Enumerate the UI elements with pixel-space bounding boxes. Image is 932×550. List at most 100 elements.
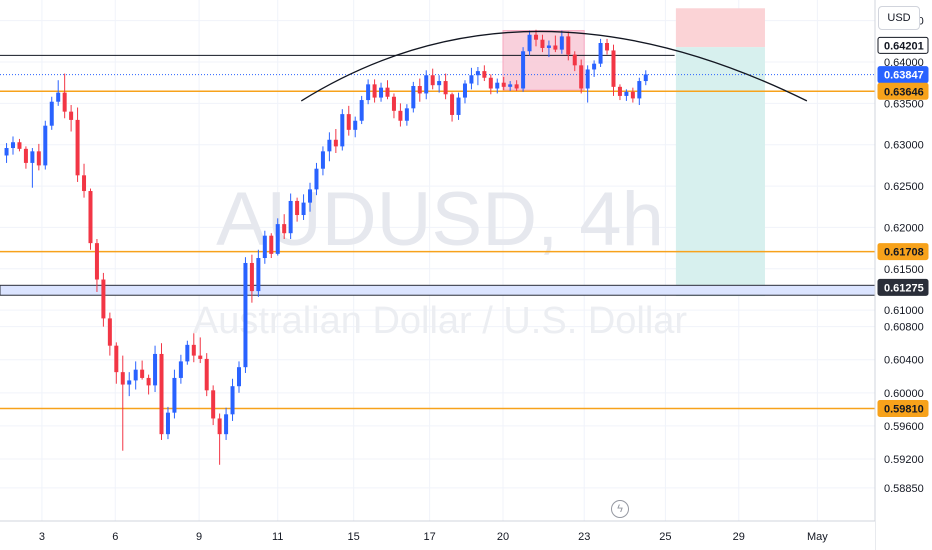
candle <box>185 340 190 365</box>
candle-body <box>288 200 293 234</box>
time-tick-label: 9 <box>196 531 202 543</box>
candle-body <box>630 91 635 99</box>
candle-body <box>372 84 377 98</box>
candle-body <box>579 65 584 89</box>
candle-body <box>643 74 648 82</box>
candle-body <box>120 372 125 385</box>
candle-body <box>514 84 519 89</box>
price-label-badge: 0.61708 <box>877 243 929 261</box>
candle <box>605 38 610 55</box>
time-tick-label: 29 <box>733 531 745 543</box>
candle-body <box>301 202 306 216</box>
price-tick-label: 0.60000 <box>884 388 924 400</box>
candle <box>456 92 461 120</box>
candle <box>94 238 99 292</box>
candle <box>559 30 564 54</box>
candle <box>424 70 429 100</box>
watermark-description: Australian Dollar / U.S. Dollar <box>193 300 688 342</box>
candle <box>127 372 132 397</box>
candle <box>333 129 338 153</box>
candle <box>43 120 48 170</box>
candle-body <box>566 36 571 55</box>
candle <box>482 65 487 82</box>
candle-body <box>585 69 590 89</box>
candle <box>417 78 422 102</box>
time-tick-label: May <box>807 531 828 543</box>
price-badge-text: 0.61275 <box>884 282 924 294</box>
candle-body <box>559 36 564 50</box>
candle <box>49 96 54 130</box>
candle <box>585 65 590 103</box>
rounding-top-arc <box>300 30 808 102</box>
price-badge-bg <box>877 278 929 296</box>
candle-body <box>36 151 41 166</box>
candle <box>11 136 16 155</box>
candle <box>256 249 261 297</box>
time-tick-label: 25 <box>659 531 671 543</box>
candle-body <box>359 100 364 121</box>
time-axis[interactable]: 3 6 9 11 15 17 20 23 25 29 May <box>0 520 875 550</box>
candle <box>107 312 112 356</box>
candle-body <box>527 34 532 52</box>
candle-body <box>62 92 67 112</box>
candle-body <box>314 168 319 190</box>
candle-body <box>236 367 241 387</box>
candle-body <box>198 355 203 359</box>
candle <box>69 105 74 132</box>
candle <box>282 214 287 239</box>
candle <box>198 337 203 364</box>
candle-body <box>101 279 106 319</box>
candle <box>165 406 170 440</box>
candle-body <box>534 34 539 40</box>
candle <box>598 38 603 67</box>
candle <box>546 40 551 58</box>
time-tick-label: 15 <box>348 531 360 543</box>
candle-body <box>11 142 16 149</box>
candle <box>295 197 300 222</box>
candle <box>353 116 358 138</box>
candle <box>617 84 622 101</box>
candle <box>17 138 22 152</box>
candle <box>462 80 467 104</box>
candle-body <box>417 86 422 94</box>
currency-button[interactable]: USD <box>878 6 920 30</box>
candle <box>236 361 241 393</box>
candle-body <box>69 111 74 120</box>
time-tick-label: 6 <box>112 531 118 543</box>
price-axis[interactable]: 0.645000.640000.635000.630000.625000.620… <box>874 0 932 550</box>
price-badge-bg <box>877 82 929 100</box>
candle-body <box>404 108 409 121</box>
candle-body <box>617 86 622 96</box>
candle <box>450 92 455 122</box>
candle-body <box>230 386 235 415</box>
candle-body <box>379 87 384 98</box>
candle-body <box>191 344 196 356</box>
candle-body <box>637 81 642 99</box>
candle-body <box>30 151 35 163</box>
candle-body <box>88 191 93 244</box>
candle <box>411 81 416 113</box>
candle-body <box>366 84 371 101</box>
candle-body <box>553 45 558 50</box>
candle <box>230 378 235 421</box>
candle-body <box>333 139 338 147</box>
price-tick-label: 0.60800 <box>884 322 924 334</box>
candle <box>146 374 151 395</box>
candle <box>275 218 280 256</box>
price-tick-label: 0.62000 <box>884 222 924 234</box>
candle-body <box>424 75 429 94</box>
candle-body <box>450 94 455 115</box>
candle <box>269 233 274 259</box>
candle-body <box>327 139 332 152</box>
candle <box>340 109 345 151</box>
candle <box>120 355 125 451</box>
candle <box>153 345 158 392</box>
candle-body <box>598 43 603 64</box>
candle-body <box>385 87 390 97</box>
price-label-badge: 0.63646 <box>877 82 929 100</box>
grid-layer <box>0 0 889 521</box>
lightning-icon[interactable]: ϟ <box>611 500 629 518</box>
